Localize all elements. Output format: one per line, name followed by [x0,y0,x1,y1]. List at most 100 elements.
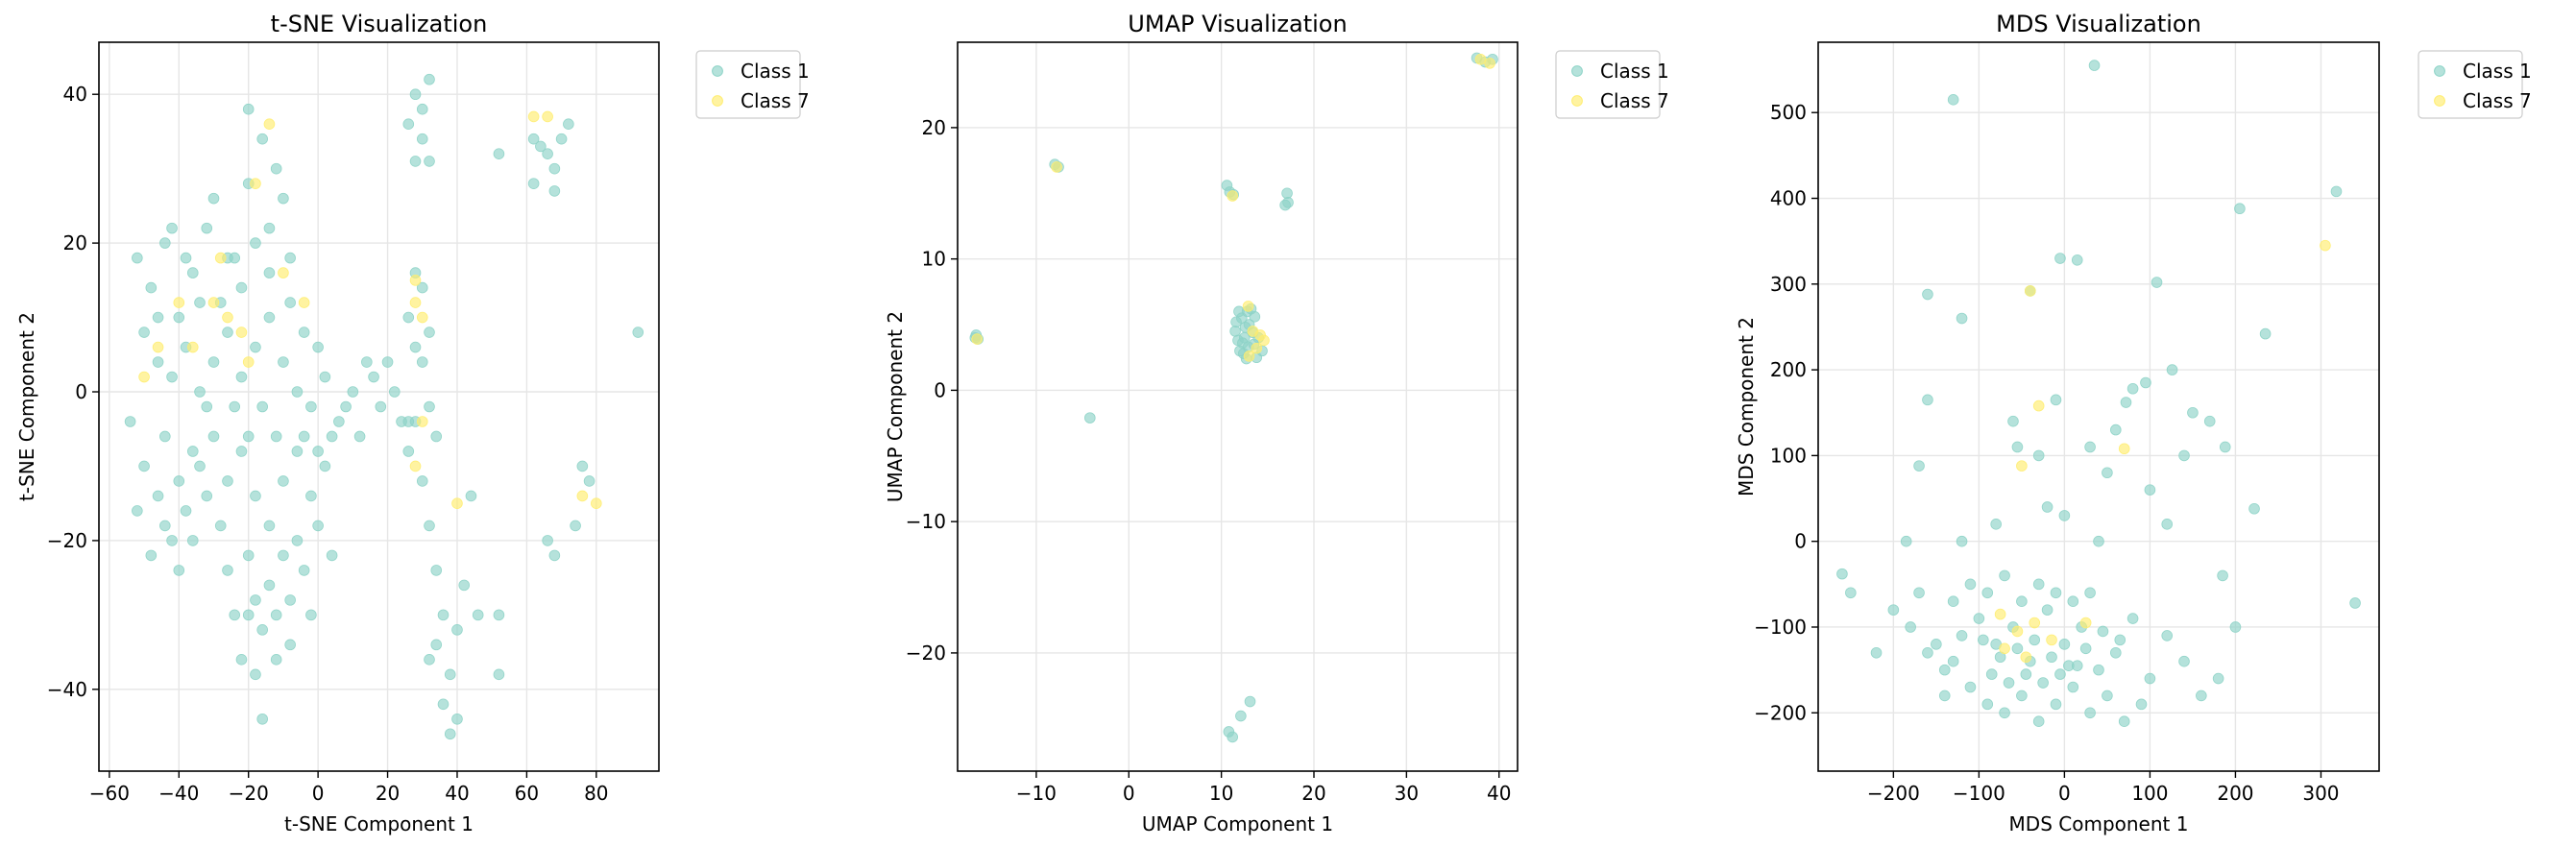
data-point [2162,631,2173,641]
data-point [2151,278,2162,288]
data-point [2051,699,2061,710]
data-point [271,610,281,620]
data-point [195,461,206,472]
data-point [264,223,275,233]
data-point [1948,94,1958,105]
data-point [236,654,247,665]
data-point [2033,579,2044,590]
data-point [549,163,560,174]
data-point [2098,626,2108,637]
data-point [187,268,198,278]
data-point [320,461,330,472]
x-tick-label: 0 [1123,782,1135,805]
y-tick-label: −10 [906,510,946,533]
data-point [2145,673,2155,684]
chart-panel-3: −200−1000100200300−200−10001002003004005… [1735,11,2532,835]
data-point [1931,639,1941,649]
legend-marker [2435,66,2445,77]
data-point [1923,395,1933,405]
data-point [563,119,573,130]
data-point [417,476,427,487]
data-point [187,536,198,546]
data-point [1235,711,1246,721]
data-point [2055,669,2066,680]
data-point [305,401,316,412]
data-point [139,372,150,382]
x-tick-label: 0 [312,782,325,805]
data-point [2119,716,2129,727]
data-point [1243,301,1253,311]
data-point [159,520,170,531]
data-point [251,342,261,352]
data-point [425,327,435,338]
data-point [445,729,455,739]
data-point [376,401,386,412]
data-point [1475,54,1486,64]
data-point [2042,502,2053,513]
x-axis-label: UMAP Component 1 [1142,812,1333,835]
data-point [972,334,983,345]
data-point [2068,596,2078,607]
y-tick-label: 20 [922,116,946,139]
data-point [195,387,206,398]
data-point [243,431,254,442]
data-point [236,447,247,457]
data-point [2072,254,2082,265]
legend-label: Class 7 [2463,89,2532,112]
data-point [208,431,219,442]
data-point [2055,254,2066,264]
data-point [417,357,427,368]
data-point [354,431,365,442]
data-point [279,550,289,561]
data-point [2008,416,2019,426]
data-point [2141,377,2151,388]
legend: Class 1Class 7 [1556,51,1669,118]
legend-label: Class 1 [2463,60,2532,83]
data-point [1974,614,1984,624]
data-point [417,312,427,323]
series-class-7 [139,111,602,509]
x-tick-label: 20 [1301,782,1325,805]
x-axis-label: t-SNE Component 1 [284,812,474,835]
data-point [2089,60,2100,71]
data-point [1956,536,1967,546]
data-point [452,714,463,724]
data-point [1914,461,1925,472]
x-tick-label: 100 [2131,782,2168,805]
y-tick-label: −200 [1754,701,1807,724]
data-point [1901,536,1911,546]
data-point [2038,678,2049,689]
data-point [181,506,191,517]
data-point [543,149,553,159]
y-tick-label: −20 [906,641,946,665]
axes-frame [1818,42,2379,771]
data-point [2204,416,2215,426]
data-point [410,298,421,308]
data-point [299,298,309,308]
data-point [425,401,435,412]
data-point [1231,317,1242,327]
data-point [2029,635,2040,645]
data-point [2021,652,2031,663]
data-point [2260,328,2271,339]
data-point [159,238,170,249]
data-point [2085,588,2096,598]
data-point [1923,289,1933,300]
data-point [236,282,247,293]
x-axis-label: MDS Component 1 [2009,812,2189,835]
data-point [1991,519,2002,529]
data-point [292,387,303,398]
y-tick-label: 0 [75,380,87,403]
data-point [2059,639,2070,649]
data-point [202,491,212,501]
data-point [174,312,184,323]
data-point [2121,398,2131,408]
data-point [167,223,178,233]
data-point [1845,588,1856,598]
chart-title: t-SNE Visualization [271,11,488,37]
data-point [236,327,247,338]
data-point [1965,682,1976,692]
data-point [445,669,455,680]
data-point [2051,395,2061,405]
data-point [139,461,150,472]
